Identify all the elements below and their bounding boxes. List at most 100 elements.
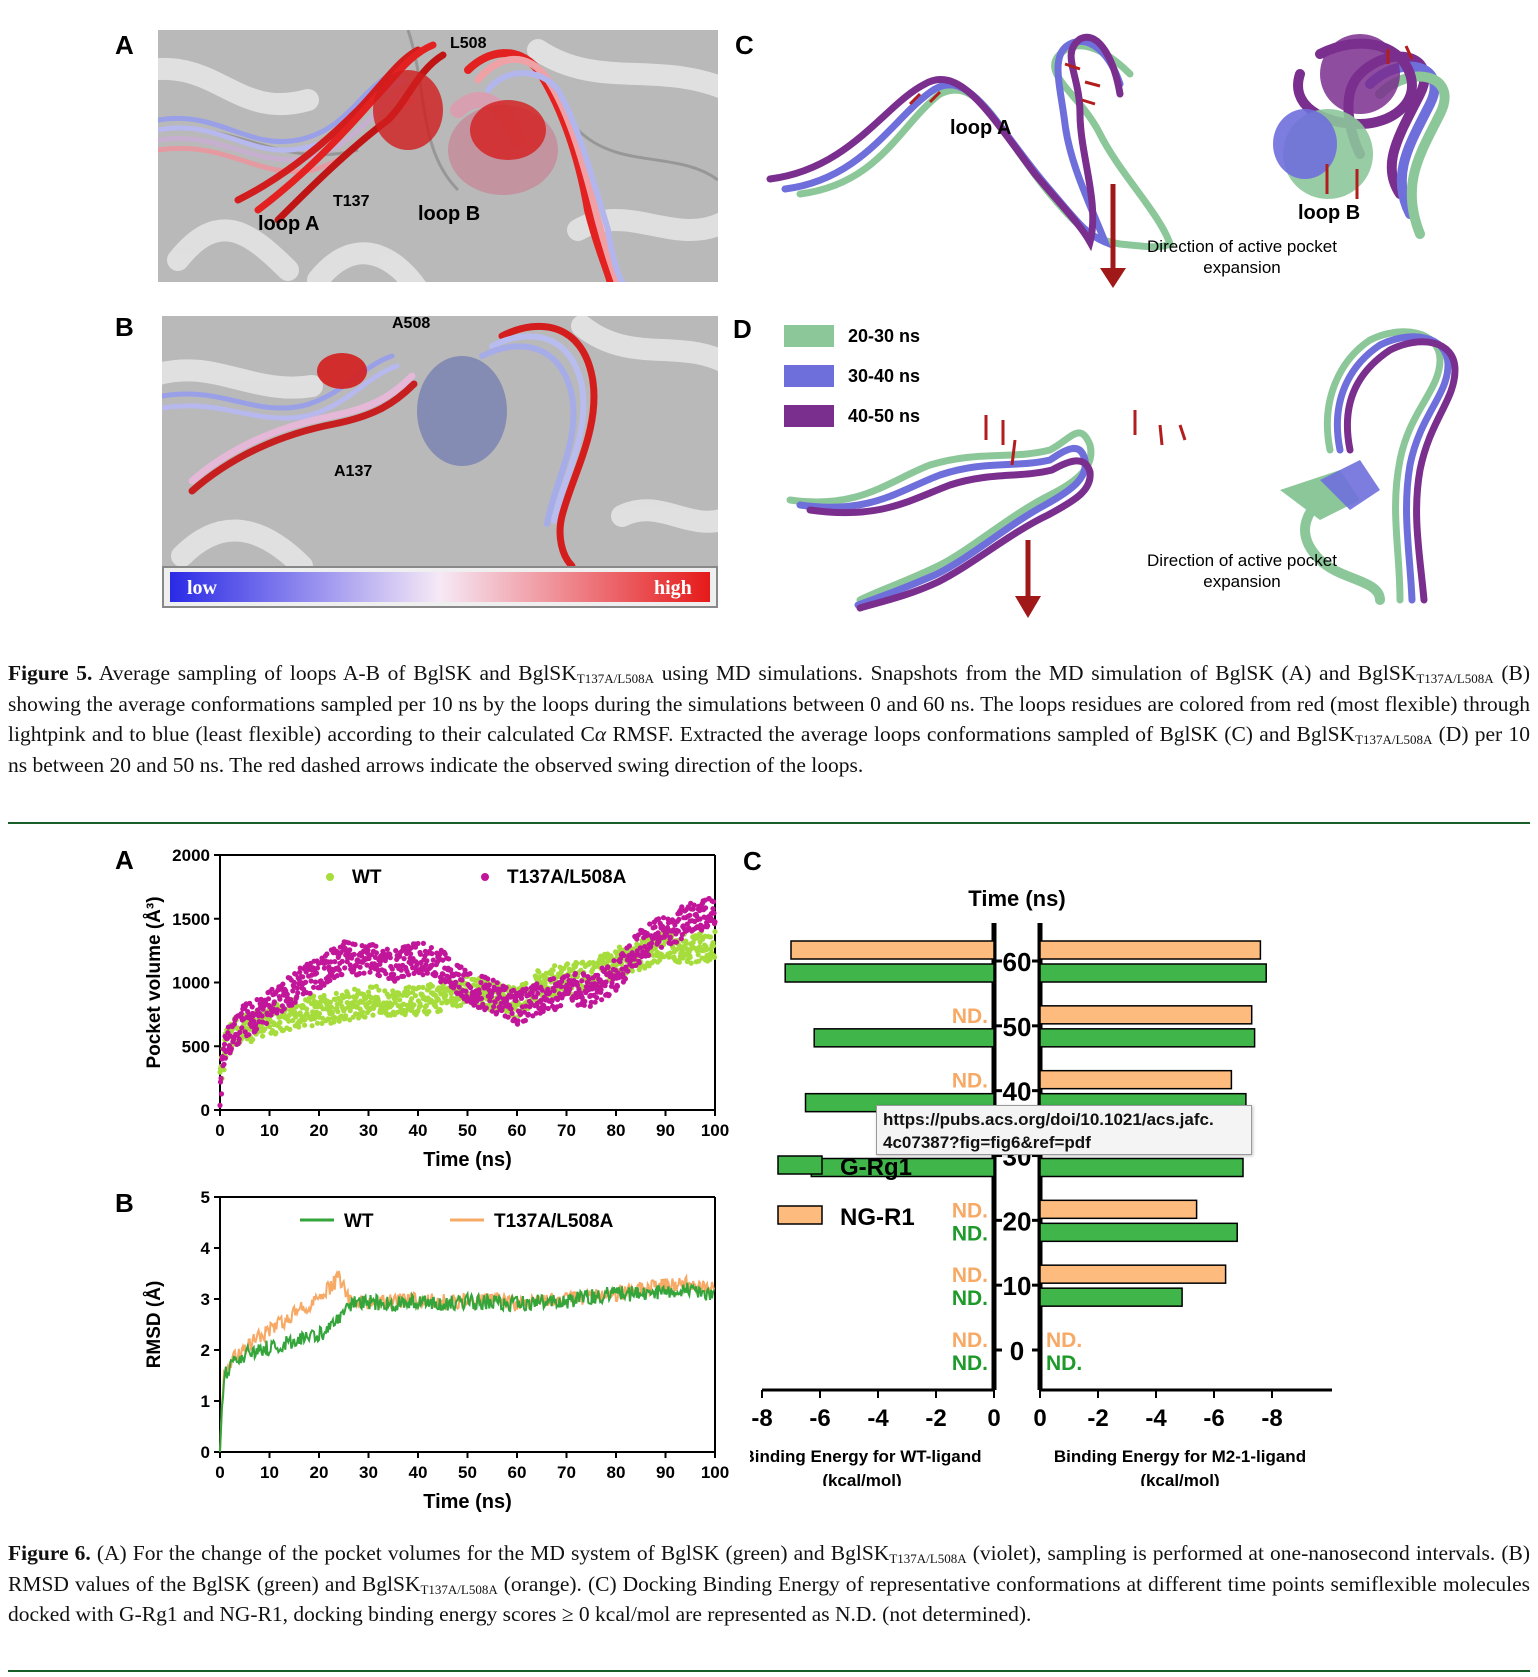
scatter-point — [660, 915, 667, 921]
legend-d-swatch — [784, 325, 834, 347]
scatter-point — [467, 985, 474, 991]
scatter-point — [539, 987, 545, 993]
scatter-point — [423, 962, 429, 968]
scatter-point — [269, 986, 275, 992]
label-c-loop-a: loop A — [950, 117, 1011, 139]
legend-d-item: 40-50 ns — [784, 396, 920, 436]
scatter-point — [487, 998, 493, 1004]
fig5-panel-b-image: A508 A137 — [162, 316, 718, 566]
rmsd-chart: 0 10 20 30 40 50 60 70 80 90 100 0 1 2 3 4 5 Time (ns) RMS… — [144, 1188, 729, 1512]
scatter-point — [417, 1003, 424, 1009]
scatter-point — [697, 907, 703, 914]
scatter-point — [339, 972, 345, 978]
panel-label-6b: B — [115, 1188, 134, 1218]
x-tick-label: 0 — [1033, 1405, 1046, 1432]
figure6-label: Figure 6. — [8, 1541, 91, 1565]
scatter-point — [360, 1009, 366, 1015]
scatter-point — [366, 955, 372, 962]
legend-label: T137A/L508A — [507, 867, 627, 888]
scatter-point — [362, 1014, 368, 1020]
y-tick-label: 10 — [1003, 1271, 1032, 1301]
scatter-point — [218, 1075, 224, 1081]
scatter-point — [579, 978, 585, 984]
label-a137: A137 — [334, 463, 372, 480]
scatter-point — [308, 978, 314, 984]
scatter-point — [515, 1018, 521, 1024]
scatter-point — [550, 967, 556, 973]
scatter-point — [327, 977, 333, 983]
scatter-point — [489, 1008, 495, 1014]
label-c-loop-b: loop B — [1298, 202, 1360, 224]
scatter-point — [326, 1016, 332, 1022]
scatter-point — [387, 955, 393, 961]
scatter-point — [416, 984, 422, 990]
scatter-point — [335, 1009, 341, 1015]
scatter-point — [549, 998, 555, 1004]
chart-title: Time (ns) — [968, 886, 1065, 911]
scatter-point — [393, 948, 399, 954]
scatter-point — [528, 1000, 534, 1006]
scatter-point — [676, 916, 682, 922]
caption-text: (violet), sampling is performed at one-n… — [8, 1541, 1530, 1596]
legend-swatch — [777, 1205, 823, 1225]
x-tick-label: 50 — [458, 1121, 477, 1140]
scatter-point — [428, 945, 434, 951]
bar-m21 — [1039, 1157, 1244, 1178]
scatter-point — [592, 999, 598, 1005]
scatter-point — [334, 948, 340, 954]
scatter-point — [695, 952, 701, 958]
scatter-point — [376, 973, 382, 979]
scatter-point — [433, 971, 439, 977]
scatter-point — [259, 1013, 265, 1019]
x-tick-label: -6 — [1203, 1405, 1224, 1432]
scatter-point — [517, 1011, 524, 1017]
scatter-point — [395, 975, 401, 981]
scatter-point — [300, 974, 306, 980]
bar-m21 — [1039, 940, 1262, 960]
caption-text: using MD simulations. Snapshots from the… — [654, 661, 1417, 685]
legend-d-swatch — [784, 365, 834, 387]
scatter-point — [415, 940, 421, 947]
direction-text-d-2: expansion — [1203, 572, 1281, 591]
scatter-point — [658, 944, 665, 950]
direction-text-c-2: expansion — [1203, 258, 1281, 277]
scatter-point — [480, 1001, 486, 1007]
rmsf-colorbar: low high — [162, 566, 718, 608]
label-loop-a: loop A — [258, 213, 319, 235]
scatter-point — [509, 1010, 515, 1016]
scatter-point — [324, 951, 330, 957]
scatter-point — [347, 1008, 353, 1014]
scatter-point — [521, 1009, 527, 1015]
y-tick-label: 20 — [1003, 1206, 1032, 1236]
x-tick-label: 100 — [701, 1463, 729, 1482]
scatter-point — [494, 980, 500, 986]
scatter-point — [312, 979, 319, 985]
scatter-point — [636, 960, 642, 966]
scatter-point — [699, 927, 705, 933]
scatter-point — [274, 1007, 280, 1013]
scatter-point — [347, 962, 353, 968]
scatter-point — [523, 980, 529, 986]
x-tick-label: 90 — [656, 1121, 675, 1140]
scatter-point — [603, 979, 609, 985]
scatter-point — [611, 958, 617, 964]
scatter-point — [637, 964, 643, 970]
x-tick-label: 80 — [607, 1463, 626, 1482]
fig5-panel-d-image: Direction of active pocket expansion — [786, 328, 1459, 618]
scatter-point — [333, 990, 339, 996]
label-loop-b: loop B — [418, 203, 480, 225]
scatter-point — [254, 997, 260, 1003]
label-a508: A508 — [392, 316, 430, 332]
scatter-point — [586, 976, 592, 982]
y-tick-label: 0 — [201, 1443, 210, 1462]
bar-m21 — [1039, 1069, 1233, 1090]
scatter-point — [286, 1018, 292, 1024]
x-tick-label: 70 — [557, 1463, 576, 1482]
url-tooltip: https://pubs.acs.org/doi/10.1021/acs.jaf… — [876, 1105, 1252, 1155]
legend-d-label: 30-40 ns — [848, 365, 921, 386]
scatter-point — [687, 954, 693, 960]
scatter-point — [656, 938, 662, 945]
legend-label: WT — [344, 1211, 374, 1232]
scatter-point — [339, 958, 345, 964]
panel-label-6c: C — [743, 846, 762, 876]
